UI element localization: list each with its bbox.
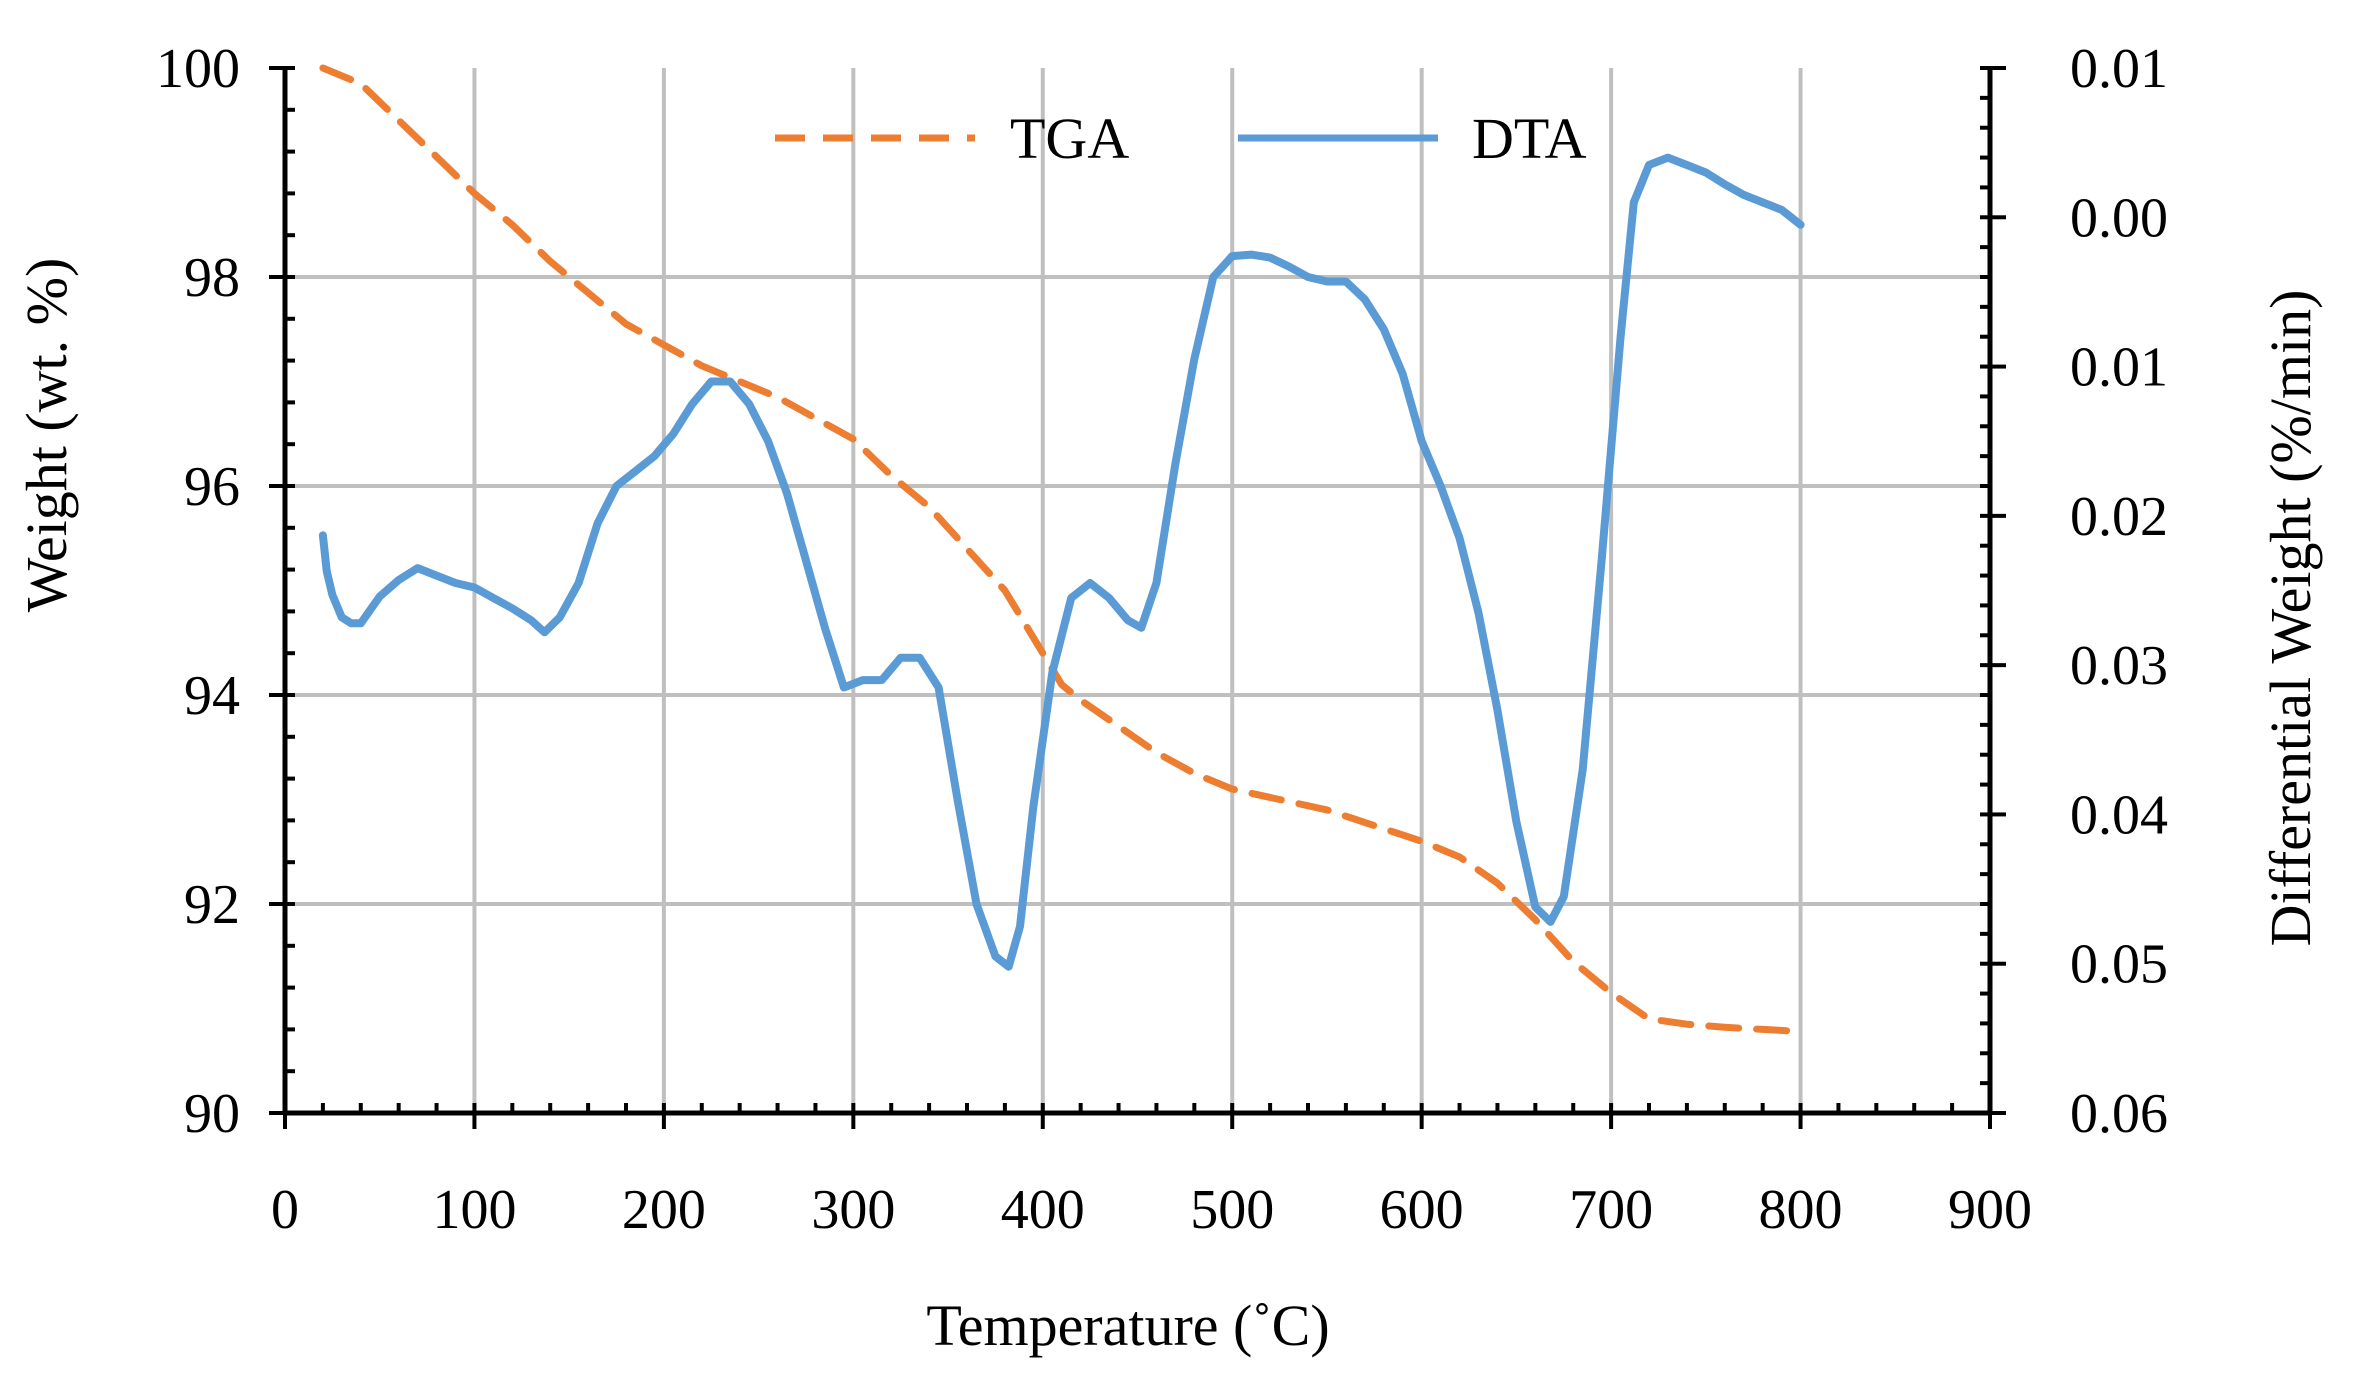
x-tick-label: 800 bbox=[1759, 1179, 1843, 1241]
legend: TGA DTA bbox=[775, 106, 1587, 171]
x-tick-label: 500 bbox=[1190, 1179, 1274, 1241]
x-tick-label: 0 bbox=[271, 1179, 299, 1241]
x-tick-label: 300 bbox=[811, 1179, 895, 1241]
y-left-tick-label: 100 bbox=[156, 38, 240, 100]
x-tick-label: 600 bbox=[1380, 1179, 1464, 1241]
y-right-tick-label: 0.06 bbox=[2070, 1083, 2168, 1145]
series-line-tga bbox=[319, 64, 1805, 1035]
y-left-tick-label: 98 bbox=[184, 247, 240, 309]
x-tick-label: 900 bbox=[1948, 1179, 2032, 1241]
y-left-tick-label: 90 bbox=[184, 1083, 240, 1145]
y-axis-right-title: Differential Weight (%/min) bbox=[2258, 290, 2323, 947]
y-left-tick-label: 96 bbox=[184, 456, 240, 518]
x-tick-label: 400 bbox=[1001, 1179, 1085, 1241]
y-right-tick-label: 0.03 bbox=[2070, 635, 2168, 697]
legend-tga-label: TGA bbox=[1010, 106, 1129, 171]
y-left-tick-label: 92 bbox=[184, 874, 240, 936]
grid-layer bbox=[285, 68, 1990, 1113]
x-axis-title: Temperature (˚C) bbox=[926, 1293, 1329, 1358]
y-right-tick-label: 0.01 bbox=[2070, 38, 2168, 100]
axis-layer: 0 100 200 300 400 500 600 700 800 900 90 92 94 96 98 10… bbox=[156, 38, 2168, 1241]
y-right-tick-label: 0.00 bbox=[2070, 187, 2168, 249]
x-tick-label: 700 bbox=[1569, 1179, 1653, 1241]
y-left-tick-label: 94 bbox=[184, 665, 240, 727]
y-right-tick-label: 0.02 bbox=[2070, 486, 2168, 548]
series-layer bbox=[318, 64, 1805, 1035]
legend-dta-label: DTA bbox=[1472, 106, 1587, 171]
y-right-tick-label: 0.01 bbox=[2070, 337, 2168, 399]
series-line-dta bbox=[318, 153, 1805, 971]
label-layer: Temperature (˚C) Weight (wt. %) Differen… bbox=[14, 258, 2323, 1358]
y-right-tick-label: 0.04 bbox=[2070, 784, 2168, 846]
x-tick-label: 200 bbox=[622, 1179, 706, 1241]
y-axis-left-title: Weight (wt. %) bbox=[14, 258, 79, 613]
x-tick-label: 100 bbox=[432, 1179, 516, 1241]
y-right-tick-label: 0.05 bbox=[2070, 934, 2168, 996]
